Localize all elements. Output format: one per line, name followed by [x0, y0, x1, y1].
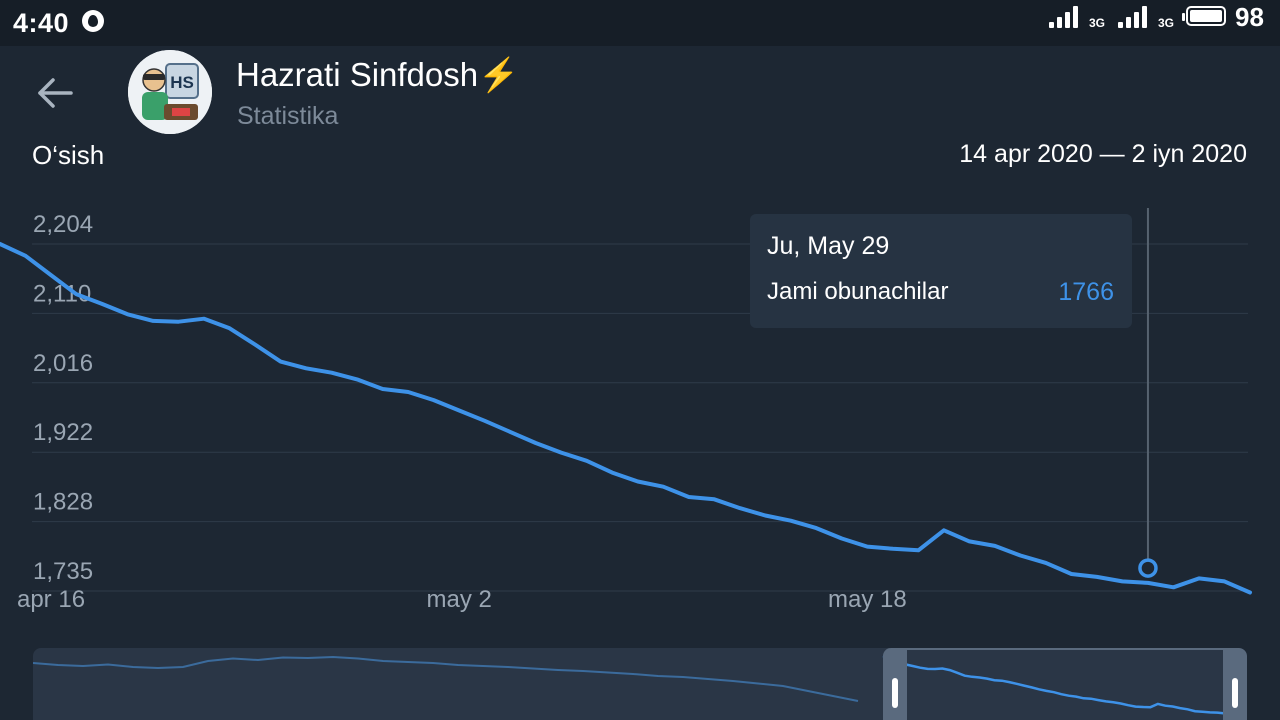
- chat-header: HS Hazrati Sinfdosh⚡ Statistika: [0, 46, 1280, 138]
- y-tick-label: 1,922: [33, 419, 93, 446]
- channel-title: Hazrati Sinfdosh⚡: [236, 56, 519, 95]
- network-type-label: 3G: [1089, 16, 1106, 30]
- navigator-handle-right[interactable]: [1223, 648, 1247, 720]
- chart-title: O‘sish: [32, 140, 105, 170]
- signal-icon: [1118, 6, 1148, 28]
- avatar-monogram: HS: [170, 73, 194, 92]
- x-tick-label: apr 16: [17, 586, 85, 613]
- navigator-selected-line: [882, 654, 1247, 716]
- avatar[interactable]: HS: [128, 50, 212, 134]
- app-notification-icon: [82, 10, 104, 32]
- tooltip-date: Ju, May 29: [767, 232, 890, 260]
- navigator-preview-line: [33, 654, 1247, 716]
- highlight-point: [1138, 558, 1158, 578]
- network-type-label: 3G: [1158, 16, 1175, 30]
- grip-icon: [1232, 678, 1238, 708]
- page-subtitle: Statistika: [237, 102, 339, 130]
- avatar-image: HS: [128, 50, 212, 134]
- channel-name: Hazrati Sinfdosh: [236, 56, 479, 93]
- date-range: 14 apr 2020 — 2 iyn 2020: [959, 140, 1247, 168]
- signal-icon: [1049, 6, 1079, 28]
- y-tick-label: 1,735: [33, 558, 93, 585]
- status-bar: 4:40 3G 3G 98: [0, 0, 1280, 46]
- range-navigator[interactable]: [33, 648, 1247, 720]
- x-tick-label: may 2: [427, 586, 492, 613]
- y-tick-label: 1,828: [33, 489, 93, 516]
- x-tick-label: may 18: [828, 586, 907, 613]
- arrow-left-icon: [38, 78, 73, 108]
- status-time: 4:40: [13, 8, 70, 38]
- y-tick-label: 2,016: [33, 350, 93, 377]
- tooltip-series-label: Jami obunachilar: [767, 278, 949, 305]
- back-button[interactable]: [28, 66, 82, 120]
- y-tick-label: 2,204: [33, 211, 93, 238]
- tooltip-value: 1766: [1058, 278, 1114, 306]
- series-line: [0, 242, 1252, 595]
- navigator-history-line: [33, 655, 859, 702]
- chart-tooltip: Ju, May 29 Jami obunachilar 1766: [750, 214, 1132, 328]
- navigator-window-border: [907, 648, 1223, 650]
- battery-percent: 98: [1235, 2, 1264, 32]
- navigator-handle-left[interactable]: [883, 648, 907, 720]
- grip-icon: [892, 678, 898, 708]
- lightning-icon: ⚡: [478, 56, 520, 93]
- battery-icon: [1182, 6, 1226, 26]
